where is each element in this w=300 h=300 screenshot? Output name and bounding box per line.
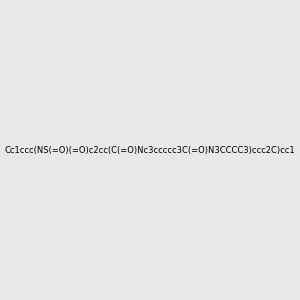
Text: Cc1ccc(NS(=O)(=O)c2cc(C(=O)Nc3ccccc3C(=O)N3CCCC3)ccc2C)cc1: Cc1ccc(NS(=O)(=O)c2cc(C(=O)Nc3ccccc3C(=O… <box>5 146 295 154</box>
